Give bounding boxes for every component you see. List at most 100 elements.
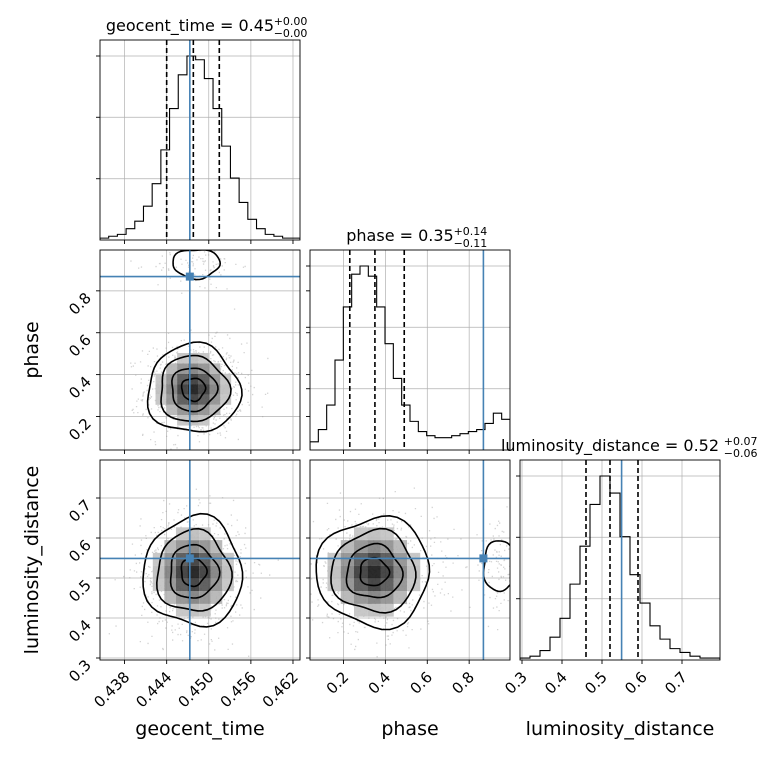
hist-phase-steps xyxy=(310,265,510,450)
density-cell-panel-geocent_time-vs-luminosity_distance xyxy=(175,591,188,604)
contour-panel-geocent_time-vs-phase-0-2 xyxy=(160,354,232,423)
panel-phase-vs-luminosity_distance-group xyxy=(310,460,510,660)
contour-panel-phase-vs-luminosity_distance-0-3 xyxy=(315,514,431,631)
density-cell-panel-phase-vs-luminosity_distance xyxy=(380,603,394,617)
density-cell-panel-geocent_time-vs-luminosity_distance xyxy=(175,552,188,566)
hist-title-sub-luminosity_distance: −0.06 xyxy=(724,447,758,460)
density-cell-panel-geocent_time-vs-luminosity_distance xyxy=(164,540,176,553)
xtick-label-luminosity_distance-0: 0.3 xyxy=(501,668,531,698)
ytick-label-phase-2: 0.6 xyxy=(65,331,95,361)
panel-phase-vs-luminosity_distance-frame xyxy=(309,459,511,661)
density-cell-panel-geocent_time-vs-phase xyxy=(209,394,221,405)
panel-geocent_time-vs-luminosity_distance-group xyxy=(100,460,300,660)
hist-title-sub-phase: −0.11 xyxy=(454,237,488,250)
density-cell-panel-geocent_time-vs-luminosity_distance xyxy=(199,565,211,579)
density-cell-panel-geocent_time-vs-phase xyxy=(187,415,199,426)
density-cell-panel-geocent_time-vs-luminosity_distance xyxy=(175,603,188,617)
density-cell-panel-phase-vs-luminosity_distance xyxy=(393,591,407,604)
xlabel-geocent_time: geocent_time xyxy=(135,718,264,740)
density-cell-panel-geocent_time-vs-phase xyxy=(198,404,210,416)
density-cell-panel-phase-vs-luminosity_distance xyxy=(354,540,368,553)
density-cell-panel-phase-vs-luminosity_distance xyxy=(340,591,355,604)
density-cell-panel-geocent_time-vs-phase xyxy=(166,394,178,405)
density-cell-panel-geocent_time-vs-luminosity_distance xyxy=(210,552,223,566)
density-cell-panel-phase-vs-luminosity_distance xyxy=(380,578,394,592)
density-cell-panel-phase-vs-luminosity_distance xyxy=(380,540,394,553)
density-cell-panel-geocent_time-vs-phase xyxy=(220,394,232,405)
ytick-label-phase-0: 0.2 xyxy=(65,415,95,445)
contour-panel-geocent_time-vs-luminosity_distance-0-3 xyxy=(142,512,244,628)
contour-panel-geocent_time-vs-phase-0-3 xyxy=(146,341,243,433)
contour-panel-phase-vs-luminosity_distance-0-0 xyxy=(359,556,391,587)
density-cell-panel-phase-vs-luminosity_distance xyxy=(367,540,381,553)
hist-luminosity_distance-frame xyxy=(519,459,721,661)
density-cell-panel-geocent_time-vs-luminosity_distance xyxy=(152,578,165,592)
density-cell-panel-geocent_time-vs-phase xyxy=(187,394,199,405)
contour-panel-phase-vs-luminosity_distance-1-0 xyxy=(482,540,510,593)
ylabel-luminosity_distance: luminosity_distance xyxy=(21,466,43,655)
truth-marker-panel-geocent_time-vs-phase xyxy=(185,272,194,281)
density-cell-panel-phase-vs-luminosity_distance xyxy=(367,578,381,592)
ytick-label-phase-1: 0.4 xyxy=(65,373,95,403)
density-cell-panel-phase-vs-luminosity_distance xyxy=(393,540,407,553)
density-cell-panel-geocent_time-vs-phase xyxy=(166,384,178,395)
density-cell-panel-geocent_time-vs-phase xyxy=(198,373,210,385)
hist-title-geocent_time: geocent_time = 0.45 xyxy=(106,16,274,36)
density-cell-panel-geocent_time-vs-phase xyxy=(155,373,167,385)
contour-panel-geocent_time-vs-phase-0-1 xyxy=(171,367,219,413)
xtick-label-luminosity_distance-1: 0.4 xyxy=(541,668,571,698)
plot-content xyxy=(100,40,720,660)
density-cell-panel-geocent_time-vs-phase xyxy=(187,384,199,395)
ytick-label-phase-3: 0.8 xyxy=(65,289,95,319)
hist-title-phase: phase = 0.35 xyxy=(346,226,453,245)
hist-luminosity_distance-steps xyxy=(520,475,720,660)
hist-luminosity_distance-group xyxy=(520,460,720,660)
density-cell-panel-phase-vs-luminosity_distance xyxy=(327,565,341,579)
density-cell-panel-geocent_time-vs-luminosity_distance xyxy=(187,527,200,541)
xtick-label-geocent_time-2: 0.450 xyxy=(174,668,217,711)
density-cell-panel-geocent_time-vs-luminosity_distance xyxy=(187,578,200,592)
hist-phase-group xyxy=(310,250,510,450)
density-cell-panel-geocent_time-vs-phase xyxy=(177,352,188,364)
density-cell-panel-phase-vs-luminosity_distance xyxy=(354,578,368,592)
panel-geocent_time-vs-phase-group xyxy=(100,250,300,450)
density-cell-panel-geocent_time-vs-phase xyxy=(166,404,178,416)
density-cell-panel-phase-vs-luminosity_distance xyxy=(327,578,341,592)
truth-marker-panel-phase-vs-luminosity_distance xyxy=(479,554,488,563)
hist-title-sub-geocent_time: −0.00 xyxy=(274,27,308,40)
contour-panel-geocent_time-vs-luminosity_distance-0-2 xyxy=(155,527,233,612)
density-cell-panel-geocent_time-vs-phase xyxy=(177,394,188,405)
density-cell-panel-geocent_time-vs-luminosity_distance xyxy=(199,578,211,592)
ytick-label-luminosity_distance-0: 0.3 xyxy=(65,656,95,686)
xlabel-luminosity_distance: luminosity_distance xyxy=(526,718,715,740)
ytick-label-luminosity_distance-4: 0.7 xyxy=(65,496,95,526)
density-cell-panel-geocent_time-vs-phase xyxy=(209,384,221,395)
ytick-label-luminosity_distance-2: 0.5 xyxy=(65,576,95,606)
hist-geocent_time-group xyxy=(100,40,300,240)
density-cell-panel-geocent_time-vs-luminosity_distance xyxy=(199,540,211,553)
xtick-label-luminosity_distance-4: 0.7 xyxy=(661,668,691,698)
axes-frames xyxy=(96,39,721,664)
density-cell-panel-geocent_time-vs-phase xyxy=(198,394,210,405)
density-cell-panel-phase-vs-luminosity_distance xyxy=(406,552,421,566)
density-cell-panel-geocent_time-vs-phase xyxy=(187,404,199,416)
hist-title-luminosity_distance: luminosity_distance = 0.52 xyxy=(501,436,719,456)
hist-title-sup-geocent_time: +0.00 xyxy=(274,15,308,28)
density-cell-panel-geocent_time-vs-luminosity_distance xyxy=(222,578,234,592)
density-cell-panel-geocent_time-vs-luminosity_distance xyxy=(210,591,223,604)
density-cell-panel-phase-vs-luminosity_distance xyxy=(406,565,421,579)
density-cell-panel-geocent_time-vs-luminosity_distance xyxy=(164,552,176,566)
hist-phase-frame xyxy=(309,249,511,451)
density-cell-panel-phase-vs-luminosity_distance xyxy=(354,552,368,566)
ytick-label-luminosity_distance-3: 0.6 xyxy=(65,536,95,566)
xtick-label-luminosity_distance-2: 0.5 xyxy=(581,668,611,698)
density-cell-panel-geocent_time-vs-luminosity_distance xyxy=(164,565,176,579)
xtick-label-phase-3: 0.8 xyxy=(448,668,478,698)
density-cell-panel-geocent_time-vs-luminosity_distance xyxy=(175,540,188,553)
density-cell-panel-phase-vs-luminosity_distance xyxy=(340,540,355,553)
xtick-label-phase-1: 0.4 xyxy=(365,668,395,698)
density-cell-panel-geocent_time-vs-phase xyxy=(198,363,210,374)
density-cell-panel-geocent_time-vs-phase xyxy=(220,384,232,395)
density-cell-panel-geocent_time-vs-phase xyxy=(155,384,167,395)
density-cell-panel-phase-vs-luminosity_distance xyxy=(340,552,355,566)
